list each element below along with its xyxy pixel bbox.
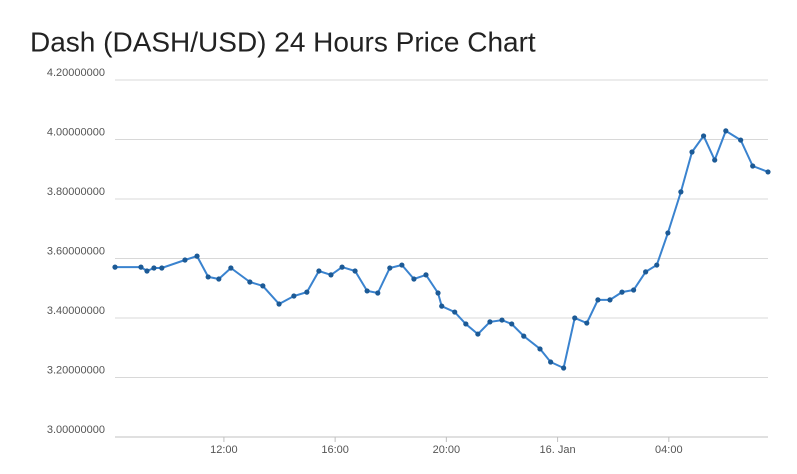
price-point	[619, 289, 625, 295]
price-point	[339, 264, 345, 270]
price-point	[112, 264, 118, 270]
y-tick-label: 4.20000000	[47, 67, 105, 79]
price-point	[159, 265, 165, 271]
y-tick-label: 3.60000000	[47, 245, 105, 257]
price-point	[205, 274, 211, 280]
price-point	[561, 365, 567, 371]
price-point	[387, 265, 393, 271]
price-point	[439, 303, 445, 309]
price-point	[475, 331, 481, 337]
price-point	[689, 149, 695, 155]
y-tick-label: 3.00000000	[47, 424, 105, 436]
price-point	[750, 163, 756, 169]
price-point	[509, 321, 515, 327]
price-point	[216, 276, 222, 282]
price-point	[537, 346, 543, 352]
x-tick-label: 16. Jan	[540, 444, 576, 456]
price-point	[304, 289, 310, 295]
price-point	[399, 262, 405, 268]
price-point	[738, 137, 744, 143]
price-point	[435, 290, 441, 296]
price-point	[499, 317, 505, 323]
price-point	[665, 230, 671, 236]
price-point	[194, 253, 200, 259]
x-tick-label: 16:00	[321, 444, 349, 456]
price-point	[723, 128, 729, 134]
x-tick-label: 04:00	[655, 444, 683, 456]
price-point	[423, 272, 429, 278]
price-point	[607, 297, 613, 303]
price-point	[595, 297, 601, 303]
price-point	[352, 268, 358, 274]
price-point	[328, 272, 334, 278]
price-point	[452, 309, 458, 315]
price-line	[115, 129, 769, 370]
price-point	[291, 293, 297, 299]
price-point	[316, 268, 322, 274]
y-tick-label: 3.40000000	[47, 305, 105, 317]
price-point	[138, 264, 144, 270]
price-point	[765, 169, 771, 175]
price-point	[182, 257, 188, 263]
price-point	[521, 333, 527, 339]
price-point	[572, 315, 578, 321]
price-point	[247, 279, 253, 285]
price-point	[411, 276, 417, 282]
price-point	[548, 359, 554, 365]
price-point	[260, 283, 266, 289]
price-point	[654, 262, 660, 268]
price-point	[151, 265, 157, 271]
x-tick-label: 12:00	[210, 444, 238, 456]
y-tick-label: 4.00000000	[47, 126, 105, 138]
price-point	[678, 189, 684, 195]
price-point	[364, 288, 370, 294]
price-point	[375, 290, 381, 296]
price-point	[144, 268, 150, 274]
x-tick-label: 20:00	[433, 444, 461, 456]
price-point	[584, 320, 590, 326]
price-point	[700, 133, 707, 139]
price-point	[463, 321, 469, 327]
price-point	[487, 319, 493, 325]
price-point	[228, 265, 234, 271]
price-point	[643, 269, 649, 275]
y-tick-label: 3.80000000	[47, 186, 105, 198]
price-point	[630, 287, 637, 293]
price-point	[276, 301, 282, 307]
price-point	[712, 157, 718, 163]
y-tick-label: 3.20000000	[47, 364, 105, 376]
chart-title: Dash (DASH/USD) 24 Hours Price Chart	[30, 26, 536, 57]
